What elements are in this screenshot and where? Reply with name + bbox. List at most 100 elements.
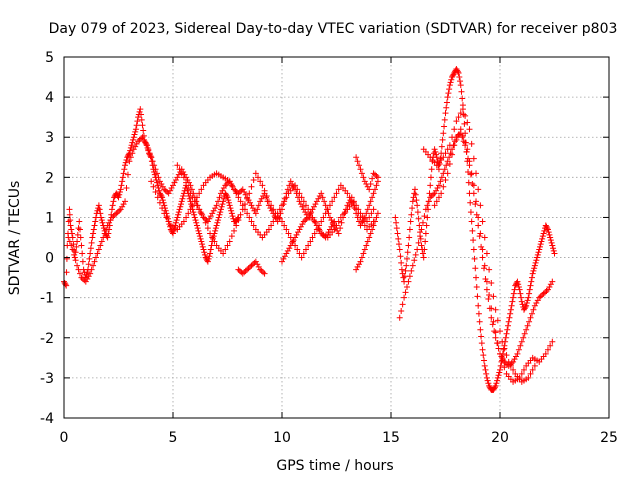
- data-point: [434, 185, 441, 192]
- data-point: [76, 218, 83, 225]
- data-point: [239, 206, 246, 213]
- data-point: [521, 305, 528, 312]
- data-point: [510, 294, 517, 301]
- data-point: [302, 217, 309, 224]
- data-point: [197, 235, 204, 242]
- data-point: [503, 352, 510, 359]
- data-point: [477, 326, 484, 333]
- data-point: [458, 88, 465, 95]
- data-point: [111, 211, 118, 218]
- data-point: [366, 186, 373, 193]
- data-point: [225, 179, 232, 186]
- data-point: [369, 175, 376, 182]
- data-point: [263, 193, 270, 200]
- data-point: [374, 174, 381, 181]
- data-point: [294, 246, 301, 253]
- data-point: [437, 155, 444, 162]
- data-point: [138, 135, 145, 142]
- data-point: [460, 111, 467, 118]
- data-point: [212, 225, 219, 232]
- data-point: [313, 222, 320, 229]
- data-point: [155, 185, 162, 192]
- data-point: [174, 174, 181, 181]
- data-point: [144, 144, 151, 151]
- data-point: [483, 374, 490, 381]
- data-point: [430, 191, 437, 198]
- data-point: [176, 166, 183, 173]
- data-point: [311, 218, 318, 225]
- data-point: [449, 74, 456, 81]
- data-point: [367, 181, 374, 188]
- data-point: [511, 356, 518, 363]
- data-point: [543, 223, 550, 230]
- data-point: [546, 283, 553, 290]
- data-point: [485, 296, 492, 303]
- data-point: [92, 218, 99, 225]
- data-point: [62, 281, 69, 288]
- data-point: [477, 202, 484, 209]
- data-point: [202, 219, 209, 226]
- data-point: [331, 194, 338, 201]
- data-point: [67, 222, 74, 229]
- data-point: [510, 290, 517, 297]
- data-point: [497, 366, 503, 373]
- data-point: [530, 267, 537, 274]
- data-point: [91, 258, 98, 265]
- data-point: [228, 233, 235, 240]
- data-point: [542, 289, 549, 296]
- data-point: [299, 203, 306, 210]
- data-point: [209, 235, 216, 242]
- data-point: [518, 298, 525, 305]
- data-point: [228, 182, 235, 189]
- data-point: [496, 369, 503, 376]
- data-point: [551, 250, 558, 257]
- data-point: [293, 231, 300, 238]
- data-point: [259, 182, 266, 189]
- data-point: [483, 286, 490, 293]
- data-point: [374, 210, 381, 217]
- data-point: [449, 134, 456, 141]
- data-point: [413, 197, 420, 204]
- data-point: [222, 182, 229, 189]
- x-tick-label: 5: [169, 430, 178, 446]
- data-point: [119, 203, 126, 210]
- data-point: [401, 273, 408, 280]
- data-point: [71, 251, 78, 258]
- data-point: [542, 350, 549, 357]
- data-point: [191, 198, 198, 205]
- data-point: [300, 250, 307, 257]
- data-point: [96, 206, 103, 213]
- data-point: [443, 162, 450, 169]
- data-point: [465, 168, 472, 175]
- data-point: [451, 126, 458, 133]
- data-point: [316, 193, 323, 200]
- data-point: [284, 247, 291, 254]
- data-point: [134, 118, 141, 125]
- data-point: [537, 293, 544, 300]
- data-point: [95, 202, 102, 209]
- data-point: [297, 223, 304, 230]
- data-point: [348, 198, 355, 205]
- data-point: [449, 72, 456, 79]
- data-point: [453, 136, 460, 143]
- data-point: [312, 219, 319, 226]
- data-point: [216, 211, 223, 218]
- data-point: [254, 206, 261, 213]
- data-point: [325, 229, 332, 236]
- data-point: [475, 214, 482, 221]
- data-point: [326, 214, 333, 221]
- data-point: [415, 239, 422, 246]
- data-point: [135, 138, 142, 145]
- x-tick-label: 20: [491, 430, 509, 446]
- data-point: [135, 114, 142, 121]
- data-point: [531, 302, 538, 309]
- data-point: [78, 242, 85, 249]
- data-point: [443, 99, 450, 106]
- data-point: [479, 218, 486, 225]
- data-point: [302, 246, 309, 253]
- data-point: [524, 297, 531, 304]
- data-point: [113, 210, 120, 217]
- data-point: [217, 209, 224, 216]
- data-point: [459, 132, 466, 139]
- data-point: [494, 340, 501, 347]
